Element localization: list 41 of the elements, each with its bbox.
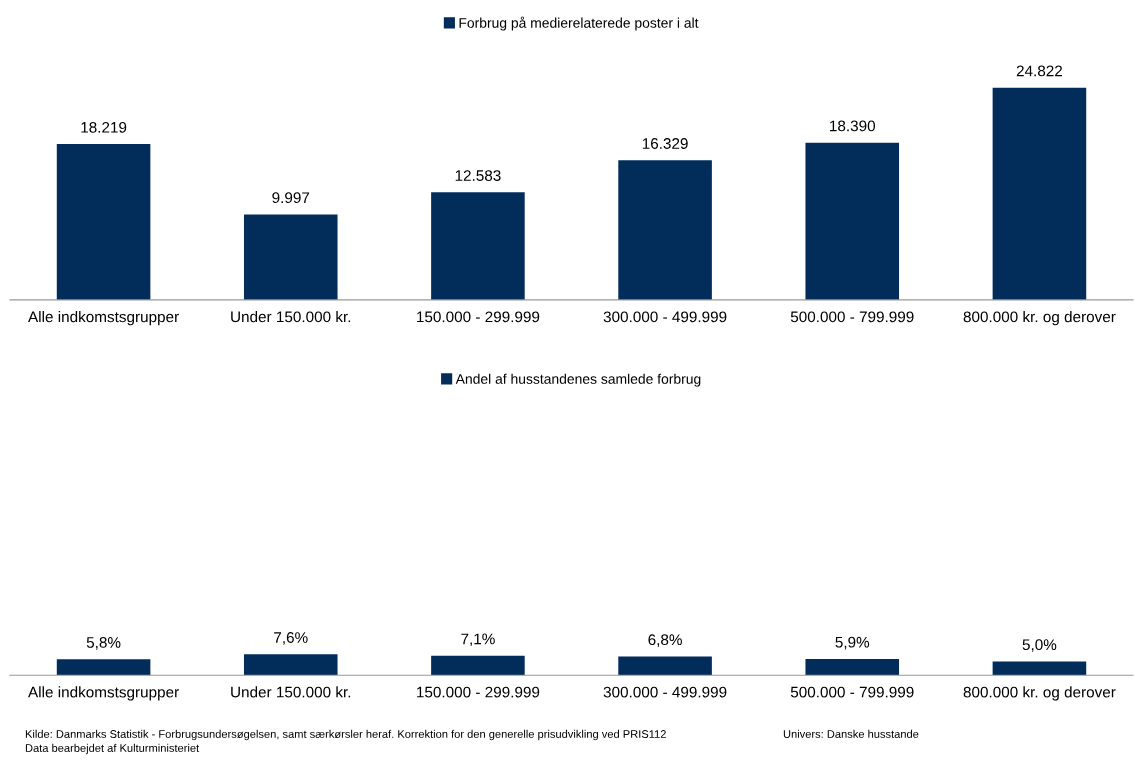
bar (431, 655, 525, 676)
x-tick-label: 150.000 - 299.999 (417, 311, 540, 323)
text: Kilde: Danmarks Statistik - Forbrugsundersøgelsen, samt særkørsler heraf. Korrektion for den generelle prisudvikling ved PRIS112 (25, 729, 666, 741)
bar (805, 658, 900, 676)
bar (243, 654, 338, 676)
data-label: 18.390 (830, 120, 876, 132)
bar (56, 659, 151, 676)
data-label: 7,6% (274, 632, 308, 645)
bar (805, 142, 900, 300)
text: Univers: Danske husstande (783, 729, 919, 738)
x-tick-label: Under 150.000 kr. (231, 686, 351, 698)
x-tick-label: 800.000 kr. og derover (963, 686, 1116, 701)
data-label: 18.219 (81, 121, 127, 133)
data-label: 12.583 (455, 170, 501, 181)
data-label: 16.329 (642, 138, 688, 149)
bar (992, 661, 1087, 676)
bar (992, 87, 1087, 300)
x-tick-label: 500.000 - 799.999 (790, 686, 914, 698)
bar (56, 144, 151, 300)
data-label: 9.997 (272, 192, 310, 204)
data-label: 5,9% (835, 636, 870, 650)
x-tick-label: 300.000 - 499.999 (603, 686, 727, 698)
x-tick-label: 150.000 - 299.999 (417, 686, 540, 698)
bar (618, 656, 712, 676)
data-label: 6,8% (648, 634, 682, 647)
bar (431, 192, 525, 300)
x-tick-label: 300.000 - 499.999 (603, 311, 727, 323)
x-tick-label: Alle indkomstsgrupper (28, 311, 179, 326)
data-label: 7,1% (461, 633, 495, 647)
text: Data bearbejdet af Kulturministeriet (25, 743, 200, 755)
data-label: 5,0% (1022, 639, 1057, 652)
x-tick-label: 800.000 kr. og derover (963, 311, 1116, 326)
x-tick-label: Under 150.000 kr. (231, 311, 351, 323)
legend-label: Andel af husstandenes samlede forbrug (455, 373, 701, 387)
x-tick-label: 500.000 - 799.999 (790, 311, 914, 323)
x-tick-label: Alle indkomstsgrupper (28, 686, 179, 701)
bar (618, 160, 712, 300)
data-label: 5,8% (86, 637, 121, 650)
legend-label: Forbrug på medierelaterede poster i alt (459, 16, 699, 31)
bar (243, 214, 338, 300)
data-label: 24.822 (1016, 65, 1063, 77)
